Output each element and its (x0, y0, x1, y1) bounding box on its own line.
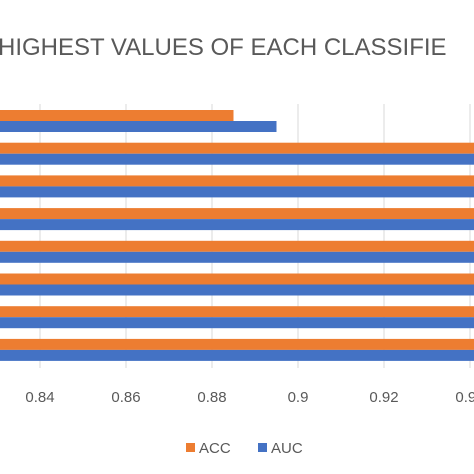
legend-label-auc: AUC (271, 440, 303, 457)
bar-auc (0, 284, 474, 296)
bar-auc (0, 153, 474, 165)
x-tick-label: 0.92 (369, 389, 398, 406)
bar-auc (0, 219, 474, 231)
x-tick-label: 0.9 (288, 389, 309, 406)
legend-swatch-acc (186, 443, 195, 452)
bars (0, 110, 474, 361)
bar-auc (0, 317, 474, 329)
bar-auc (0, 186, 474, 198)
legend-swatch-auc (258, 443, 267, 452)
chart-title: HIGHEST VALUES OF EACH CLASSIFIE (0, 34, 447, 61)
bar-acc (0, 273, 474, 285)
x-tick-label: 0.94 (455, 389, 474, 406)
bar-acc (0, 338, 474, 350)
x-tick-label: 0.86 (111, 389, 140, 406)
bar-auc (0, 121, 277, 132)
bar-acc (0, 110, 234, 121)
bar-acc (0, 240, 474, 252)
legend-label-acc: ACC (199, 440, 231, 457)
bar-auc (0, 349, 474, 361)
x-tick-label: 0.84 (25, 389, 54, 406)
x-tick-label: 0.88 (197, 389, 226, 406)
x-axis-ticks: 0.84 0.86 0.88 0.9 0.92 0.94 (25, 389, 474, 406)
legend: ACC AUC (186, 440, 303, 457)
bar-acc (0, 208, 474, 220)
bar-acc (0, 142, 474, 154)
bar-acc (0, 306, 474, 318)
bar-auc (0, 251, 474, 263)
bar-acc (0, 175, 474, 187)
